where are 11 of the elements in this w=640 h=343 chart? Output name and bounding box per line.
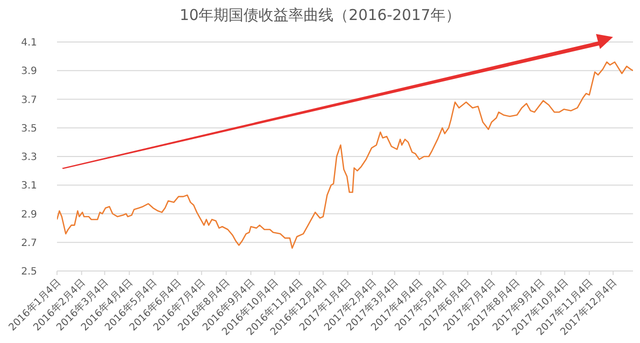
y-tick-label: 2.5 (21, 266, 37, 278)
y-tick-label: 2.9 (21, 209, 37, 220)
y-tick-label: 3.7 (21, 94, 37, 106)
y-tick-label: 4.1 (21, 38, 37, 49)
y-tick-label: 3.5 (21, 123, 37, 134)
chart-title: 10年期国债收益率曲线（2016-2017年） (178, 6, 462, 25)
y-tick-label: 3.9 (21, 66, 37, 78)
y-tick-label: 3.3 (21, 152, 37, 164)
y-tick-label: 2.7 (21, 238, 37, 249)
line-series (57, 61, 633, 249)
y-tick-label: 3.1 (21, 180, 37, 192)
